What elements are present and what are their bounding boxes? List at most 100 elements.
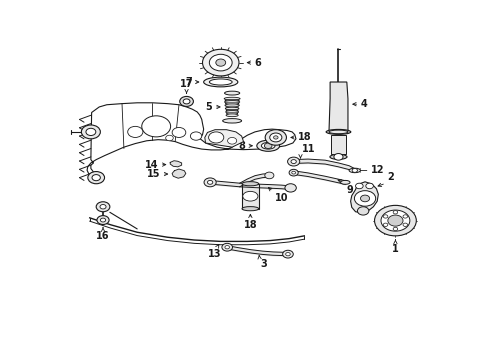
Ellipse shape [225, 104, 239, 107]
Text: 13: 13 [208, 249, 222, 260]
Circle shape [358, 207, 369, 215]
Circle shape [356, 183, 363, 189]
Circle shape [291, 159, 296, 163]
Circle shape [92, 175, 100, 181]
Polygon shape [329, 82, 348, 132]
Circle shape [393, 211, 398, 214]
Text: 16: 16 [96, 231, 110, 241]
Circle shape [100, 218, 106, 222]
Circle shape [172, 127, 186, 138]
Ellipse shape [349, 168, 361, 173]
Circle shape [265, 143, 272, 149]
Ellipse shape [209, 79, 232, 85]
Circle shape [96, 202, 110, 212]
Circle shape [286, 252, 290, 256]
Ellipse shape [326, 129, 351, 134]
Text: 4: 4 [361, 99, 367, 109]
Polygon shape [170, 161, 182, 167]
Ellipse shape [225, 103, 239, 104]
Circle shape [216, 59, 226, 66]
Ellipse shape [329, 130, 348, 134]
Ellipse shape [224, 91, 240, 95]
Circle shape [97, 216, 109, 225]
Ellipse shape [222, 118, 242, 123]
Ellipse shape [226, 113, 238, 114]
Text: 8: 8 [239, 141, 245, 151]
Circle shape [190, 132, 202, 140]
Ellipse shape [225, 99, 239, 101]
Circle shape [403, 215, 408, 218]
Circle shape [225, 246, 229, 249]
Circle shape [142, 116, 171, 137]
Text: 10: 10 [275, 193, 288, 203]
Circle shape [366, 183, 373, 189]
Circle shape [100, 204, 106, 209]
Text: 6: 6 [254, 58, 261, 68]
Ellipse shape [341, 180, 350, 184]
Ellipse shape [224, 100, 240, 103]
Circle shape [354, 191, 376, 206]
Circle shape [381, 210, 410, 231]
Circle shape [128, 126, 143, 138]
Text: 2: 2 [387, 172, 394, 183]
Text: 17: 17 [180, 80, 194, 90]
Ellipse shape [226, 109, 238, 111]
Circle shape [283, 250, 294, 258]
Circle shape [288, 157, 300, 166]
Circle shape [86, 128, 96, 135]
Ellipse shape [226, 111, 239, 113]
Polygon shape [172, 169, 186, 178]
Polygon shape [351, 182, 378, 213]
Circle shape [334, 153, 343, 160]
Circle shape [289, 169, 298, 176]
Ellipse shape [226, 114, 238, 117]
Ellipse shape [225, 107, 239, 110]
Circle shape [209, 132, 224, 143]
Text: 15: 15 [147, 169, 161, 179]
Circle shape [273, 136, 278, 139]
Text: 11: 11 [302, 144, 315, 153]
Circle shape [180, 96, 194, 107]
Circle shape [383, 215, 388, 218]
Circle shape [265, 130, 287, 145]
Circle shape [361, 195, 369, 202]
Text: 3: 3 [261, 260, 268, 269]
Text: 5: 5 [206, 102, 212, 112]
Text: 1: 1 [392, 244, 399, 253]
Circle shape [222, 243, 233, 251]
Ellipse shape [204, 77, 238, 87]
Circle shape [352, 168, 358, 172]
Circle shape [265, 172, 274, 179]
Circle shape [393, 227, 398, 231]
Circle shape [374, 205, 416, 236]
Ellipse shape [330, 154, 347, 159]
Ellipse shape [242, 182, 259, 186]
Circle shape [81, 125, 100, 139]
Polygon shape [331, 135, 346, 154]
Ellipse shape [257, 140, 280, 151]
Polygon shape [87, 103, 296, 177]
Circle shape [209, 54, 232, 71]
Circle shape [285, 184, 296, 192]
Circle shape [183, 99, 190, 104]
Circle shape [207, 180, 213, 184]
Ellipse shape [242, 207, 259, 211]
Circle shape [204, 178, 216, 187]
Text: 18: 18 [297, 132, 311, 143]
Circle shape [292, 171, 295, 174]
Text: 9: 9 [347, 185, 354, 194]
Ellipse shape [243, 192, 258, 201]
Ellipse shape [226, 106, 239, 108]
Text: 7: 7 [186, 77, 192, 87]
Text: 14: 14 [146, 159, 159, 170]
Polygon shape [242, 184, 259, 209]
Circle shape [270, 133, 282, 142]
Polygon shape [205, 130, 244, 147]
Ellipse shape [224, 97, 240, 100]
Text: 18: 18 [244, 220, 257, 230]
Circle shape [227, 138, 237, 144]
Circle shape [403, 223, 408, 226]
Ellipse shape [261, 143, 275, 149]
Circle shape [166, 135, 173, 141]
Circle shape [88, 172, 104, 184]
